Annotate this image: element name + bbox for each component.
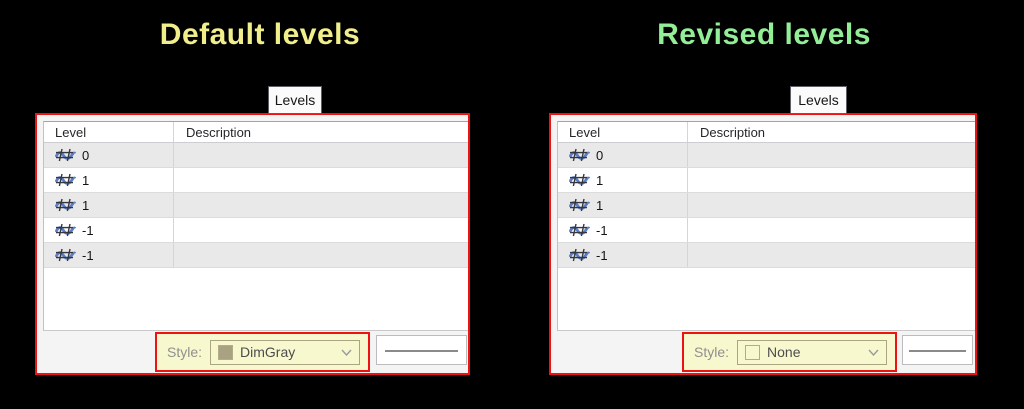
level-number: -1 (82, 222, 94, 238)
description-cell (688, 168, 975, 192)
column-header-level[interactable]: Level (44, 122, 174, 142)
tab-levels[interactable]: Levels (790, 86, 847, 114)
description-cell (174, 243, 468, 267)
table-row[interactable]: 1 (558, 193, 975, 218)
style-dropdown-value: DimGray (240, 344, 296, 360)
level-icon (55, 248, 76, 262)
column-header-level[interactable]: Level (558, 122, 688, 142)
style-label: Style: (167, 344, 203, 360)
style-dropdown-value: None (767, 344, 801, 360)
right-section-title: Revised levels (657, 18, 871, 51)
table-header: Level Description (558, 122, 975, 143)
table-header: Level Description (44, 122, 468, 143)
style-color-swatch (745, 344, 761, 360)
description-cell (174, 168, 468, 192)
description-cell (174, 193, 468, 217)
table-row[interactable]: 0 (558, 143, 975, 168)
chevron-down-icon (341, 349, 352, 356)
levels-table: Level Description 0 1 1 -1 -1 (557, 121, 975, 331)
style-label: Style: (694, 344, 730, 360)
level-icon (569, 198, 590, 212)
style-highlight-box: Style: None (682, 332, 897, 372)
table-row[interactable]: 1 (44, 168, 468, 193)
table-row[interactable]: 1 (558, 168, 975, 193)
style-highlight-box: Style: DimGray (155, 332, 370, 372)
column-header-description[interactable]: Description (186, 124, 252, 140)
level-number: -1 (596, 247, 608, 263)
level-icon (569, 248, 590, 262)
table-row[interactable]: -1 (558, 243, 975, 268)
style-dropdown[interactable]: None (737, 339, 888, 365)
level-icon (55, 148, 76, 162)
style-color-swatch (218, 344, 234, 360)
description-cell (174, 218, 468, 242)
level-icon (569, 223, 590, 237)
level-number: 0 (596, 147, 604, 163)
style-dropdown[interactable]: DimGray (210, 339, 361, 365)
column-header-description[interactable]: Description (700, 124, 766, 140)
level-icon (55, 198, 76, 212)
tab-levels[interactable]: Levels (268, 86, 322, 114)
table-row[interactable]: 0 (44, 143, 468, 168)
table-row[interactable]: -1 (558, 218, 975, 243)
level-number: 1 (596, 172, 604, 188)
description-cell (688, 193, 975, 217)
levels-panel-revised: Level Description 0 1 1 -1 -1 (549, 113, 977, 375)
level-number: 1 (82, 172, 90, 188)
description-cell (174, 143, 468, 167)
levels-panel-default: Level Description 0 1 1 -1 -1 (35, 113, 470, 375)
level-icon (569, 148, 590, 162)
level-number: -1 (596, 222, 608, 238)
left-section-title: Default levels (159, 18, 361, 51)
table-row[interactable]: 1 (44, 193, 468, 218)
level-icon (55, 173, 76, 187)
level-number: 0 (82, 147, 90, 163)
level-icon (569, 173, 590, 187)
level-number: 1 (596, 197, 604, 213)
levels-table: Level Description 0 1 1 -1 -1 (43, 121, 468, 331)
chevron-down-icon (868, 349, 879, 356)
level-icon (55, 223, 76, 237)
level-number: 1 (82, 197, 90, 213)
table-row[interactable]: -1 (44, 218, 468, 243)
line-style-preview[interactable] (376, 335, 467, 365)
table-row[interactable]: -1 (44, 243, 468, 268)
description-cell (688, 143, 975, 167)
description-cell (688, 218, 975, 242)
line-sample (385, 350, 458, 352)
level-number: -1 (82, 247, 94, 263)
line-style-preview[interactable] (902, 335, 973, 365)
line-sample (909, 350, 966, 352)
description-cell (688, 243, 975, 267)
